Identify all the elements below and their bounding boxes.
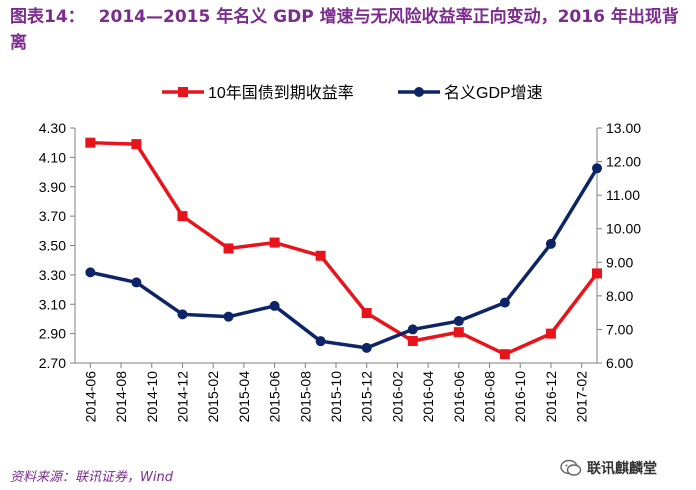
nominal-gdp-point xyxy=(269,300,280,311)
x-tick-label: 2016-10 xyxy=(512,371,528,423)
right-tick-label: 11.00 xyxy=(606,187,640,203)
left-tick-label: 4.30 xyxy=(39,120,66,136)
bond-yield-point xyxy=(361,308,372,319)
left-tick-label: 3.10 xyxy=(39,296,66,312)
bond-yield-point xyxy=(131,139,142,150)
right-tick-label: 9.00 xyxy=(606,254,633,270)
series-line-bond-yield xyxy=(90,140,599,356)
nominal-gdp-point xyxy=(131,277,142,288)
x-tick-label: 2015-08 xyxy=(297,371,313,423)
x-tick-label: 2016-04 xyxy=(420,371,436,423)
nominal-gdp-point xyxy=(545,238,556,249)
left-tick-label: 4.10 xyxy=(39,149,66,165)
bond-yield-point xyxy=(177,211,188,222)
bond-yield-point xyxy=(269,237,280,248)
legend-label: 10年国债到期收益率 xyxy=(208,84,354,102)
right-tick-label: 13.00 xyxy=(606,120,641,136)
x-tick-label: 2016-06 xyxy=(451,371,467,423)
legend-label: 名义GDP增速 xyxy=(444,84,543,102)
x-tick-label: 2015-02 xyxy=(205,371,221,423)
nominal-gdp-point xyxy=(223,311,234,322)
x-tick-label: 2015-12 xyxy=(359,371,375,423)
right-tick-label: 6.00 xyxy=(606,355,633,371)
bond-yield-point xyxy=(499,349,510,360)
left-tick-label: 2.70 xyxy=(39,355,66,371)
right-tick-label: 12.00 xyxy=(606,154,641,170)
nominal-gdp-point xyxy=(453,316,464,327)
watermark: 联讯麒麟堂 xyxy=(560,458,657,478)
x-tick-label: 2014-06 xyxy=(82,371,98,423)
right-tick-label: 7.00 xyxy=(606,321,633,337)
nominal-gdp-point xyxy=(315,336,326,347)
nominal-gdp-point xyxy=(177,309,188,320)
x-tick-label: 2015-06 xyxy=(267,371,283,423)
figure-label: 图表14： xyxy=(10,7,85,27)
x-tick-label: 2016-08 xyxy=(482,371,498,423)
nominal-gdp-point xyxy=(361,342,372,353)
x-tick-label: 2016-02 xyxy=(389,371,405,423)
series-line-nominal-gdp xyxy=(89,167,599,350)
figure-title: 图表14： 2014—2015 年名义 GDP 增速与无风险收益率正向变动，201… xyxy=(10,4,690,56)
right-tick-label: 10.00 xyxy=(606,221,641,237)
source-note: 资料来源：联讯证券，Wind xyxy=(10,470,173,485)
bond-yield-point xyxy=(545,328,556,339)
watermark-text: 联讯麒麟堂 xyxy=(587,461,657,477)
x-tick-label: 2014-08 xyxy=(113,371,129,423)
x-tick-label: 2014-10 xyxy=(144,371,160,423)
x-tick-label: 2017-02 xyxy=(574,371,590,423)
left-tick-label: 3.50 xyxy=(39,238,66,254)
axes: 2.70 2.90 3.10 3.30 3.50 3.70 3.90 4.10 4.30 6.00… xyxy=(39,120,641,422)
bond-yield-point xyxy=(223,243,234,254)
nominal-gdp-point xyxy=(592,163,602,174)
bond-yield-point xyxy=(315,250,326,261)
figure-title-text: 2014—2015 年名义 GDP 增速与无风险收益率正向变动，2016 年出现… xyxy=(10,7,679,53)
chart: 10年国债到期收益率 名义GDP增速 2.70 2.90 3.10 3.30 3.50 3.… xyxy=(39,84,641,422)
bond-yield-point xyxy=(592,268,602,279)
legend-marker xyxy=(178,87,188,97)
nominal-gdp-point xyxy=(407,324,418,335)
legend: 10年国债到期收益率 名义GDP增速 xyxy=(162,84,543,102)
right-tick-label: 8.00 xyxy=(606,288,633,304)
x-tick-label: 2015-04 xyxy=(236,371,252,423)
nominal-gdp-point xyxy=(85,267,96,278)
legend-marker xyxy=(414,87,424,97)
bond-yield-point xyxy=(85,137,96,148)
bond-yield-point xyxy=(407,335,418,346)
x-tick-label: 2016-12 xyxy=(543,371,559,423)
left-tick-label: 2.90 xyxy=(39,326,66,342)
series-layer xyxy=(85,137,602,360)
bond-yield-point xyxy=(453,327,464,338)
left-tick-label: 3.90 xyxy=(39,179,66,195)
left-tick-label: 3.30 xyxy=(39,267,66,283)
left-tick-label: 3.70 xyxy=(39,208,66,224)
x-tick-label: 2015-10 xyxy=(328,371,344,423)
wechat-icon xyxy=(560,459,582,476)
nominal-gdp-point xyxy=(499,297,510,308)
x-tick-label: 2014-12 xyxy=(174,371,190,423)
